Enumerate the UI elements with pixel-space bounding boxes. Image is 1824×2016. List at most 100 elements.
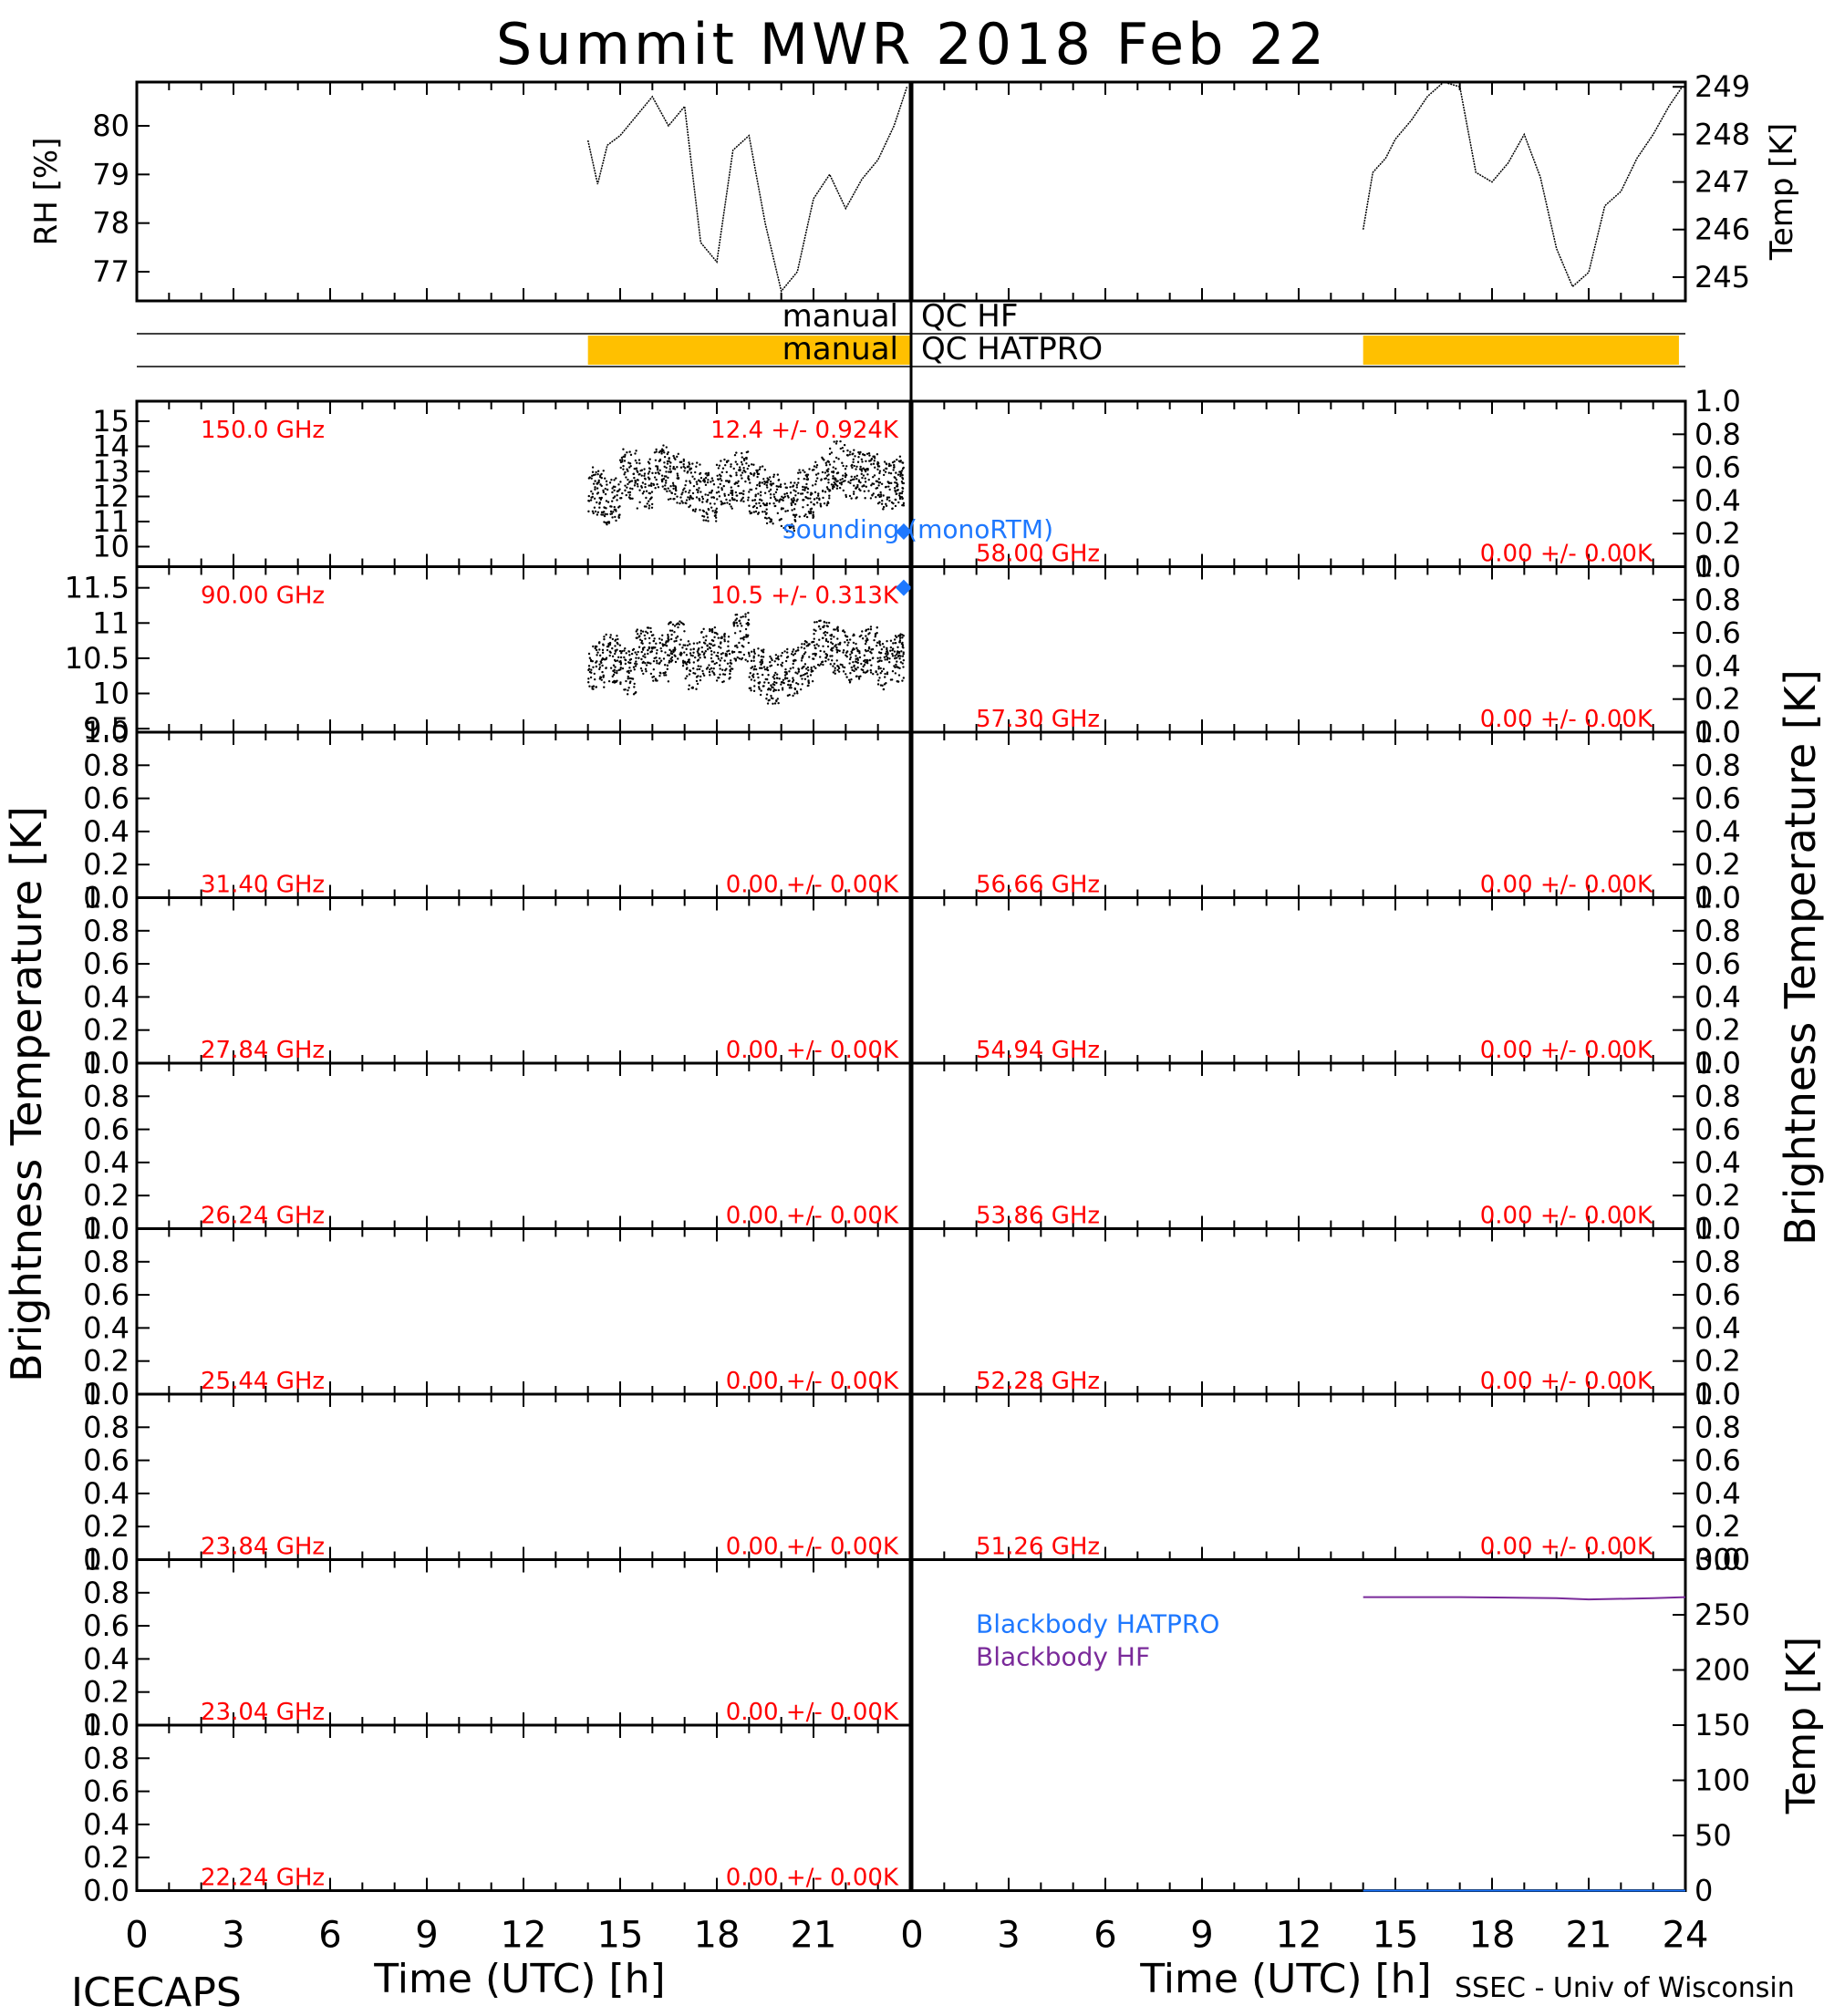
tb-data-point (893, 665, 896, 667)
tb-data-point (835, 646, 838, 649)
tb-data-point (850, 651, 854, 655)
tb-data-point (815, 497, 818, 500)
x-tick-label: 12 (1276, 1915, 1322, 1957)
tb-data-point (748, 655, 751, 657)
tb-data-point (636, 628, 638, 631)
tb-tick-label: 0.8 (83, 1741, 130, 1775)
tb-data-point (824, 463, 828, 467)
tb-data-point (788, 687, 792, 689)
tb-data-point (657, 486, 660, 489)
tb-data-point (710, 643, 713, 646)
tb-data-point (868, 454, 871, 457)
tb-data-point (633, 484, 637, 487)
tb-data-point (793, 518, 796, 522)
tb-data-point (637, 646, 641, 648)
tb-data-point (781, 661, 784, 665)
tb-data-point (763, 491, 767, 494)
tb-data-point (702, 510, 706, 513)
tb-data-point (760, 663, 762, 667)
tb-data-point (614, 666, 617, 668)
tb-data-point (591, 492, 595, 495)
tb-data-point (688, 505, 690, 509)
tb-data-point (763, 516, 767, 520)
tb-data-point (883, 676, 886, 678)
tb-data-point (741, 477, 743, 480)
tb-data-point (836, 668, 839, 672)
tb-data-point (692, 647, 695, 651)
tb-data-point (684, 491, 688, 493)
tb-data-point (830, 641, 833, 644)
tb-data-point (590, 671, 593, 674)
tb-data-point (649, 662, 652, 665)
tb-data-point (853, 647, 855, 651)
tb-data-point (788, 525, 791, 528)
tb-data-point (759, 504, 762, 508)
tb-data-point (677, 452, 679, 456)
tb-data-point (648, 470, 651, 473)
tb-data-point (652, 679, 655, 682)
tb-data-point (605, 522, 607, 524)
tb-data-point (751, 674, 754, 677)
tb-data-point (762, 648, 765, 651)
tb-data-point (803, 651, 807, 654)
tb-data-point (706, 645, 709, 647)
tb-data-point (818, 638, 821, 641)
tb-data-point (807, 679, 810, 682)
tb-data-point (876, 660, 879, 663)
tb-data-point (761, 499, 763, 502)
tb-data-point (622, 448, 625, 450)
tb-data-point (841, 478, 844, 481)
tb-data-point (879, 667, 882, 670)
tb-data-point (638, 501, 641, 504)
tb-data-point (719, 477, 722, 481)
tb-data-point (851, 668, 854, 672)
tb-data-point (842, 474, 845, 477)
tb-data-point (659, 659, 663, 662)
tb-data-point (720, 636, 723, 638)
tb-data-point (640, 650, 643, 654)
tb-data-point (661, 485, 664, 488)
tb-data-point (770, 697, 773, 699)
tb-tick-label: 0.6 (1694, 450, 1741, 485)
tb-data-point (706, 498, 710, 501)
tb-data-point (654, 459, 658, 461)
tb-data-point (615, 477, 617, 480)
tb-data-point (806, 487, 810, 491)
tb-data-point (598, 677, 602, 680)
tb-data-point (894, 641, 896, 645)
tb-data-point (801, 677, 803, 680)
tb-data-point (668, 460, 670, 463)
tb-data-point (813, 644, 816, 646)
tb-data-point (754, 495, 757, 498)
tb-data-point (671, 623, 675, 626)
tb-tick-label: 0.8 (1694, 583, 1741, 617)
tb-data-point (845, 636, 849, 638)
tb-data-point (875, 670, 877, 673)
tb-tick-label: 0.8 (83, 1079, 130, 1113)
tb-data-point (680, 500, 683, 502)
tb-data-point (648, 491, 650, 494)
tb-data-point (669, 650, 673, 653)
tb-data-point (745, 461, 748, 465)
temp-tick-label: 245 (1694, 260, 1750, 295)
tb-data-point (620, 496, 623, 500)
tb-data-point (701, 669, 704, 673)
tb-data-point (628, 677, 632, 680)
tb-data-point (862, 665, 865, 668)
tb-data-point (588, 656, 592, 659)
tb-data-point (860, 662, 863, 666)
tb-data-point (821, 660, 824, 664)
tb-data-point (672, 487, 675, 491)
tb-data-point (787, 496, 790, 499)
tb-data-point (595, 648, 598, 652)
tb-data-point (687, 496, 689, 499)
tb-data-point (739, 469, 741, 472)
tb-data-point (595, 661, 597, 664)
tb-data-point (769, 476, 772, 479)
tb-tick-label: 0.0 (1694, 1046, 1741, 1080)
tb-data-point (749, 481, 751, 484)
tb-data-point (884, 486, 887, 489)
channel-label: 27.84 GHz (201, 1037, 325, 1064)
tb-data-point (699, 509, 701, 512)
tb-data-point (656, 465, 659, 468)
